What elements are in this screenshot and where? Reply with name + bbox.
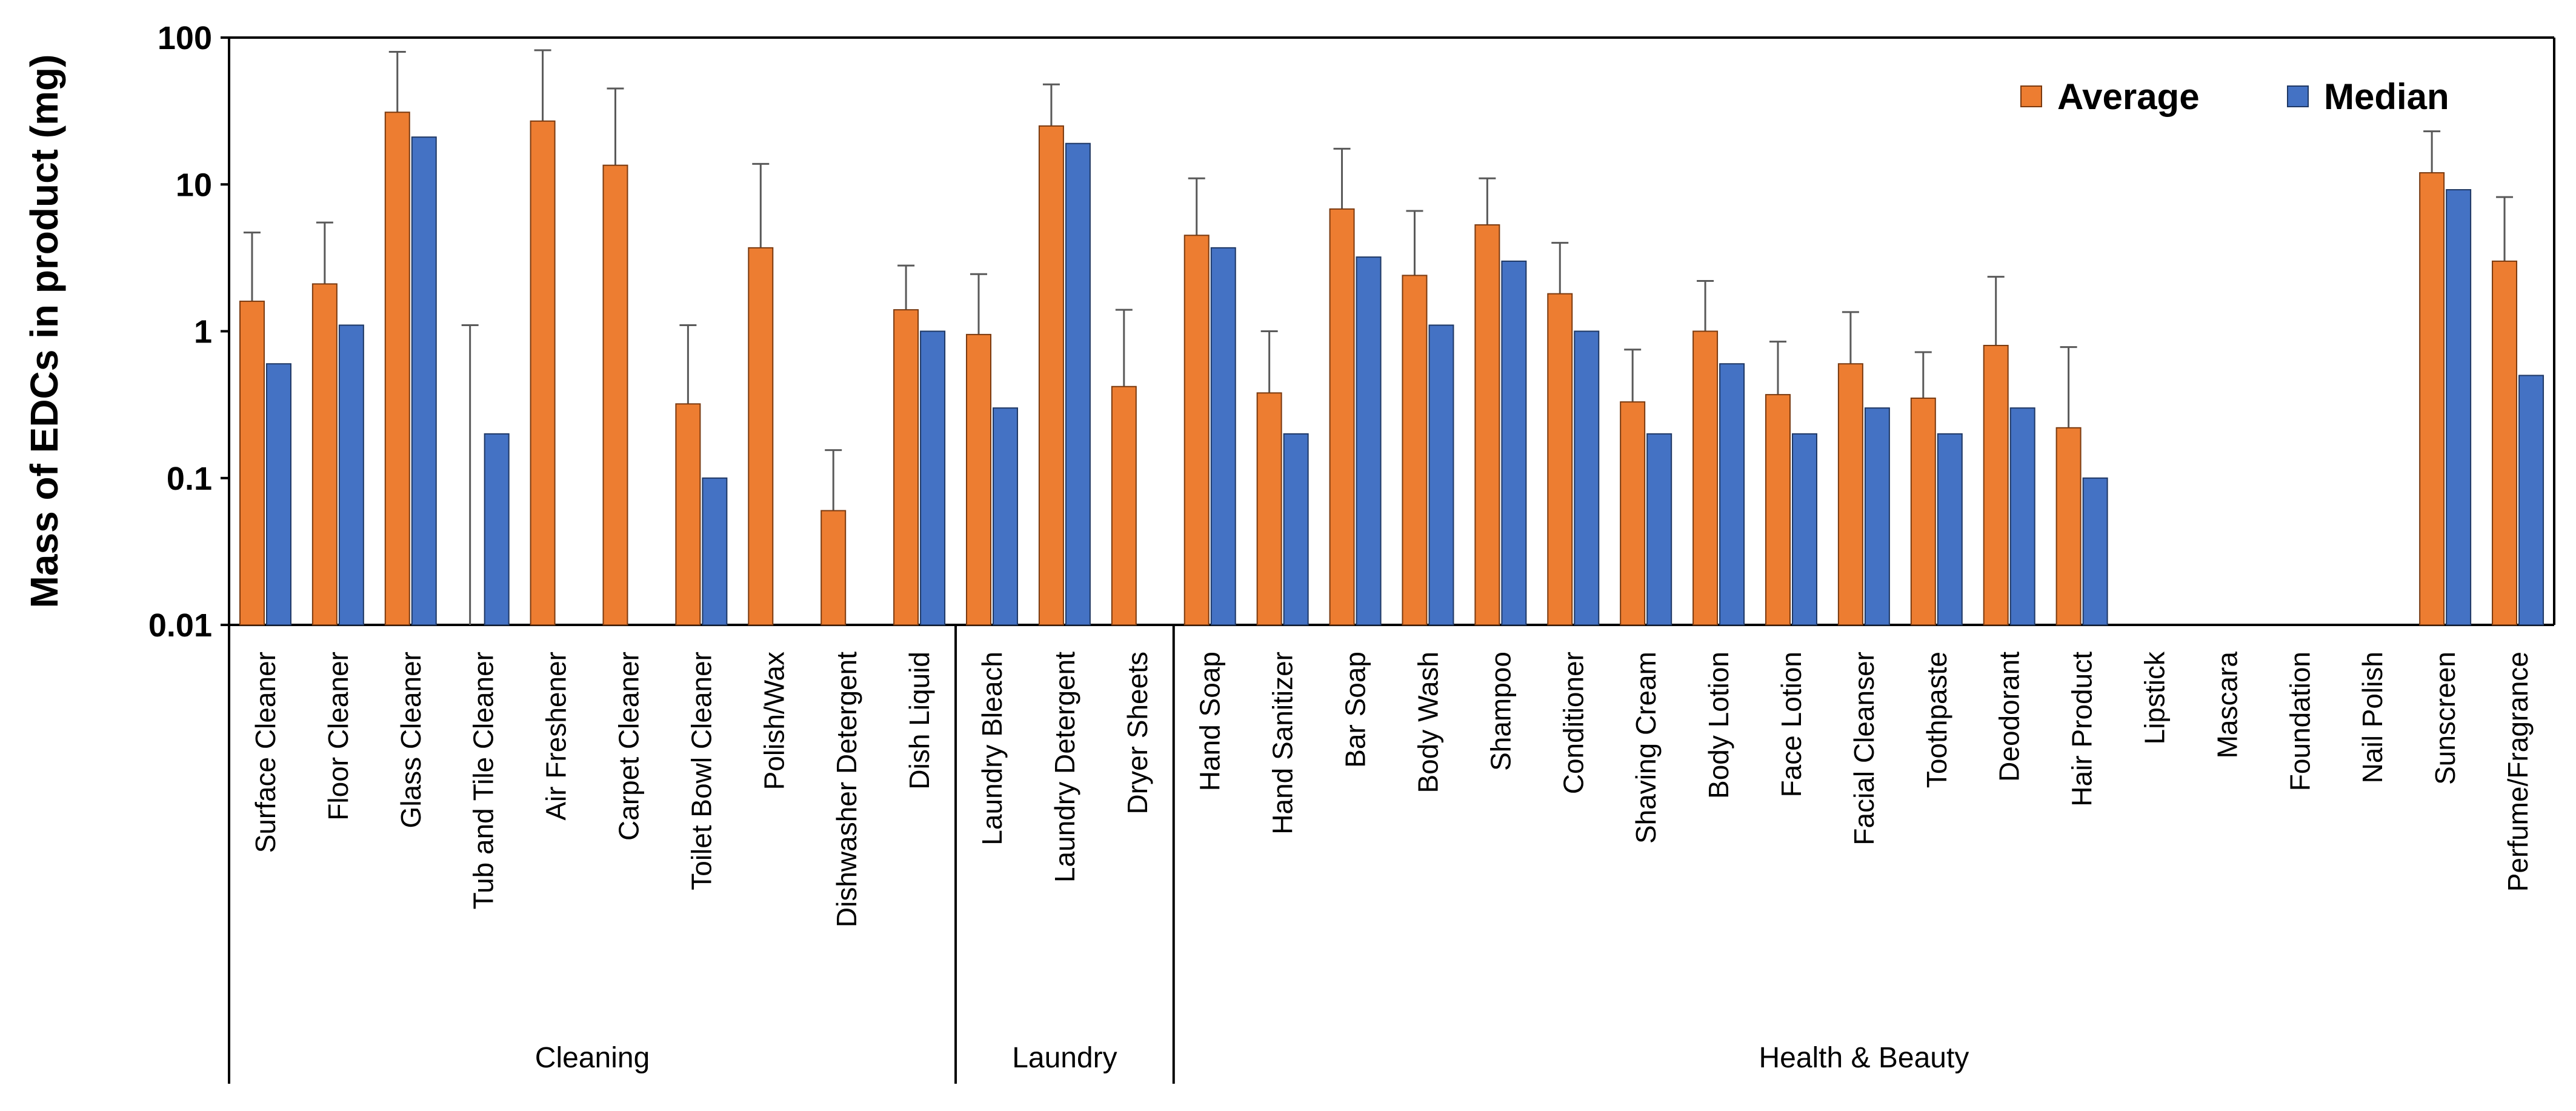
bar-average — [2492, 260, 2518, 626]
bar-average — [2419, 172, 2445, 626]
x-tick-label: Air Freshener — [541, 652, 572, 821]
bar-median — [1646, 433, 1672, 626]
bar-average — [748, 247, 774, 626]
bar-median — [338, 324, 364, 626]
bar-median — [1210, 247, 1236, 626]
bar-average — [1547, 293, 1573, 626]
bar-median — [1574, 330, 1600, 626]
bar-median — [2082, 477, 2108, 626]
plot-area: 100 10 1 0.1 0.01 Surface Cleaner Floor Cleane… — [148, 20, 2555, 1084]
bar-average — [1038, 125, 1064, 626]
legend: Average Median — [2020, 76, 2449, 117]
bar-median — [1356, 256, 1382, 626]
bar-median — [1791, 433, 1817, 626]
x-tick-label: Hand Sanitizer — [1267, 652, 1299, 835]
bar-average — [966, 333, 992, 626]
x-tick-label: Laundry Bleach — [976, 652, 1008, 846]
x-tick-label: Hand Soap — [1194, 652, 1226, 791]
x-tick-label: Surface Cleaner — [250, 652, 281, 853]
bar-average — [530, 120, 556, 626]
x-tick-label: Nail Polish — [2357, 652, 2388, 783]
x-tick-label: Bar Soap — [1340, 652, 1371, 768]
x-tick-label: Toothpaste — [1921, 652, 1952, 788]
bar-average — [1692, 330, 1719, 626]
bar-average — [1256, 392, 1282, 626]
bar-median — [1501, 260, 1527, 626]
group-label: Laundry — [1012, 1042, 1117, 1074]
bar-median — [1428, 324, 1454, 626]
bar-average — [1111, 385, 1137, 626]
y-tick-label: 0.1 — [167, 461, 212, 497]
x-tick-label: Polish/Wax — [758, 652, 790, 790]
bar-average — [239, 301, 265, 626]
bar-median — [920, 330, 946, 626]
x-tick-label: Toilet Bowl Cleaner — [685, 652, 717, 890]
x-tick-label: Dryer Sheets — [1122, 652, 1153, 814]
x-tick-label: Floor Cleaner — [322, 652, 354, 821]
bar-average — [1183, 235, 1210, 626]
x-tick-label: Carpet Cleaner — [613, 652, 644, 841]
bar-average — [1402, 275, 1428, 626]
bar-median — [2518, 375, 2544, 626]
bar-average — [820, 510, 847, 626]
bar-average — [1910, 397, 1936, 626]
bar-median — [1864, 407, 1890, 626]
y-tick-label: 0.01 — [148, 607, 212, 644]
bar-average — [384, 112, 410, 626]
legend-swatch-median — [2287, 85, 2309, 107]
bar-median — [2009, 407, 2035, 626]
x-tick-label: Mascara — [2211, 652, 2243, 759]
bar-average — [1620, 401, 1646, 626]
x-tick-label: Shaving Cream — [1630, 652, 1662, 844]
y-tick-label: 100 — [158, 20, 212, 56]
bar-average — [675, 403, 701, 626]
bar-average — [1765, 394, 1791, 626]
bar-median — [1937, 433, 1963, 626]
x-tick-label: Body Lotion — [1703, 652, 1734, 799]
bar-median — [1065, 142, 1091, 626]
bar-median — [702, 477, 728, 626]
y-axis-label: Mass of EDCs in product (mg) — [22, 55, 66, 609]
x-tick-label: Laundry Detergent — [1049, 652, 1080, 882]
x-tick-label: Facial Cleanser — [1848, 652, 1880, 846]
x-tick-label: Dish Liquid — [904, 652, 935, 790]
bar-median — [1283, 433, 1309, 626]
bar-average — [1329, 208, 1355, 626]
y-tick-label: 10 — [176, 167, 212, 203]
x-tick-label: Hair Product — [2066, 652, 2098, 807]
bar-average — [311, 283, 338, 626]
bar-average — [893, 309, 919, 626]
y-tick-label: 1 — [194, 314, 212, 350]
bar-median — [2446, 189, 2472, 626]
x-tick-label: Conditioner — [1557, 652, 1589, 794]
x-tick-label: Shampoo — [1485, 652, 1516, 771]
x-tick-label: Body Wash — [1412, 652, 1443, 793]
legend-label-median: Median — [2324, 76, 2449, 117]
group-label: Cleaning — [535, 1042, 650, 1074]
bar-average — [602, 164, 628, 626]
x-tick-label: Sunscreen — [2429, 652, 2461, 785]
bar-median — [411, 136, 437, 626]
bar-median — [1719, 363, 1745, 626]
legend-swatch-average — [2020, 85, 2042, 107]
bar-average — [1837, 363, 1863, 626]
group-label: Health & Beauty — [1759, 1042, 1969, 1074]
x-tick-label: Glass Cleaner — [395, 652, 427, 828]
x-tick-label: Lipstick — [2139, 651, 2171, 744]
x-tick-label: Dishwasher Detergent — [831, 652, 862, 927]
x-tick-label: Tub and Tile Cleaner — [468, 652, 499, 909]
bar-median — [484, 433, 510, 626]
legend-label-average: Average — [2057, 76, 2200, 117]
bar-average — [1983, 344, 2009, 626]
x-tick-label: Face Lotion — [1776, 652, 1807, 797]
x-tick-label: Deodorant — [1994, 652, 2025, 782]
bar-median — [993, 407, 1019, 626]
bar-average — [1474, 224, 1500, 626]
bar-median — [265, 363, 291, 626]
x-tick-label: Perfume/Fragrance — [2502, 652, 2534, 892]
x-tick-label: Foundation — [2284, 652, 2315, 791]
bar-average — [2055, 427, 2082, 626]
